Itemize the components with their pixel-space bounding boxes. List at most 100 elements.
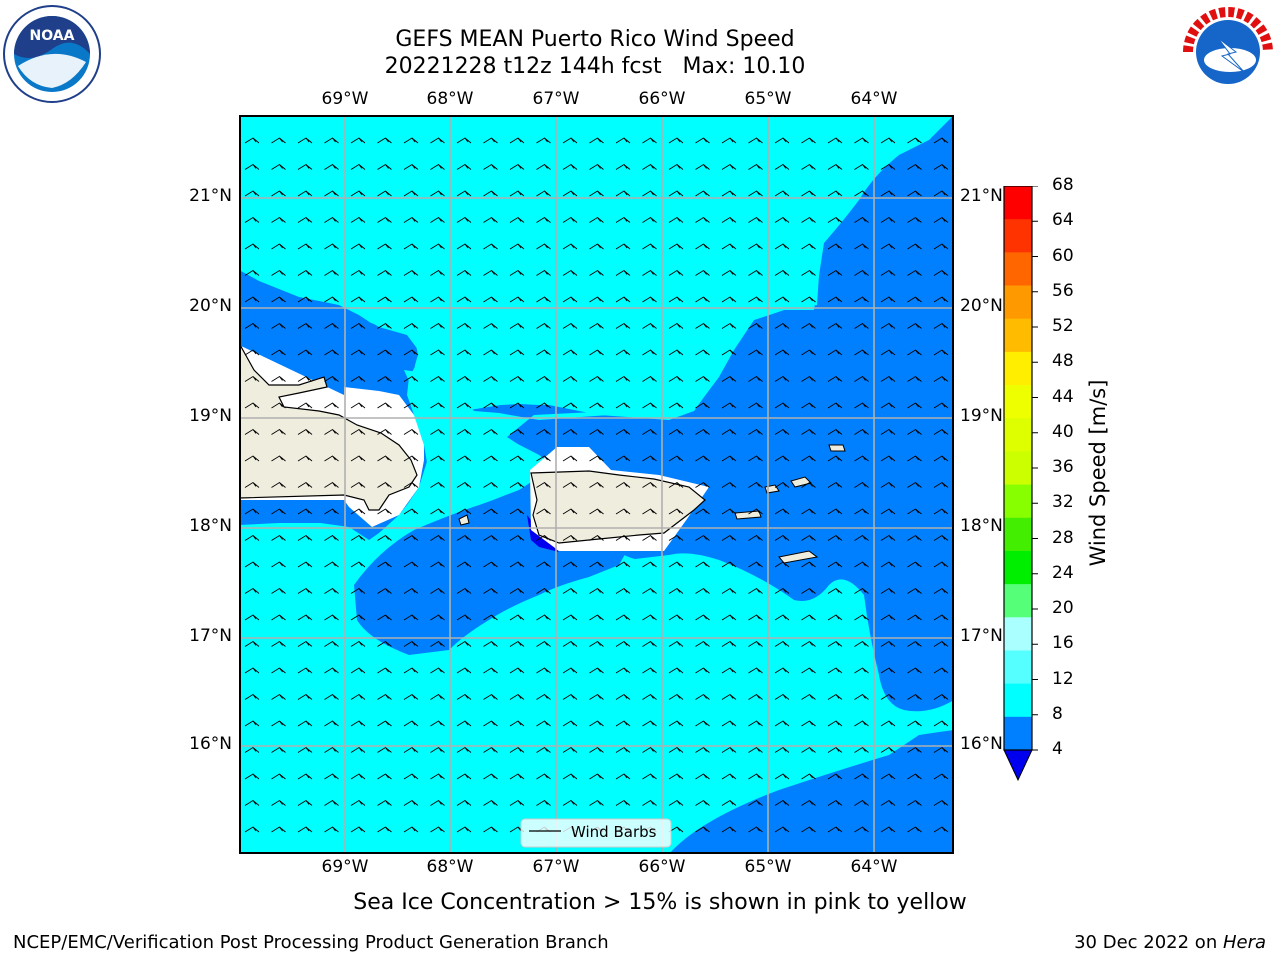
wind-barb — [827, 296, 843, 303]
wind-barb — [933, 402, 949, 409]
wind-barb — [589, 375, 604, 382]
wind-barb — [509, 799, 525, 806]
wind-barb — [695, 349, 710, 356]
wind-barb — [615, 163, 631, 170]
wind-barb — [483, 296, 498, 303]
wind-barb — [509, 693, 525, 700]
wind-barb — [774, 296, 790, 303]
wind-barb — [774, 720, 790, 727]
wind-barb — [536, 269, 551, 276]
wind-barb — [668, 587, 684, 594]
wind-barb — [774, 667, 790, 674]
wind-barb — [642, 428, 657, 435]
wind-barb — [642, 508, 657, 515]
wind-barb — [403, 773, 419, 780]
wind-barb — [854, 508, 869, 515]
wind-barb — [483, 428, 498, 435]
wind-barb — [456, 640, 472, 647]
wind-barb — [748, 746, 763, 753]
wind-barb — [854, 826, 869, 833]
wind-barb — [536, 561, 551, 568]
wind-barb — [827, 216, 843, 223]
wind-barb — [456, 746, 472, 753]
wind-barb — [562, 243, 578, 250]
wind-barb — [456, 455, 472, 462]
wind-barb — [695, 216, 710, 223]
wind-barb — [562, 296, 578, 303]
wind-barb — [615, 216, 631, 223]
wind-barb — [350, 799, 366, 806]
wind-barb — [536, 163, 551, 170]
wind-barb — [721, 561, 737, 568]
wind-barb — [880, 296, 896, 303]
wind-barb — [774, 402, 790, 409]
wind-barb — [271, 693, 286, 700]
wind-barb — [642, 190, 657, 197]
wind-barb — [297, 534, 313, 541]
wind-barb — [509, 746, 525, 753]
wind-barb — [509, 375, 525, 382]
wind-barb — [801, 826, 816, 833]
wind-barb — [774, 826, 790, 833]
wind-barb — [483, 746, 498, 753]
wind-barb — [642, 455, 657, 462]
lon-label-top: 67°W — [532, 89, 580, 109]
wind-barb — [456, 508, 472, 515]
wind-barb — [483, 720, 498, 727]
wind-barb — [271, 349, 286, 356]
wind-barb — [642, 799, 657, 806]
wind-barb — [244, 216, 260, 223]
wind-barb — [668, 826, 684, 833]
wind-barb — [350, 640, 366, 647]
wind-barb — [642, 614, 657, 621]
wind-barb — [695, 508, 710, 515]
wind-barb — [721, 322, 737, 329]
wind-barb — [589, 216, 604, 223]
wind-barb — [589, 190, 604, 197]
wind-barb — [509, 455, 525, 462]
wind-barb — [297, 587, 313, 594]
wind-barb — [403, 720, 419, 727]
wind-barb — [668, 243, 684, 250]
wind-barb — [430, 508, 445, 515]
wind-barb — [297, 216, 313, 223]
wind-barb — [880, 428, 896, 435]
wind-barb — [403, 667, 419, 674]
wind-barb — [933, 243, 949, 250]
wind-barb — [562, 667, 578, 674]
wind-barb — [456, 375, 472, 382]
wind-barb — [748, 163, 763, 170]
wind-barb — [509, 216, 525, 223]
wind-barb — [350, 137, 366, 144]
wind-barb — [721, 216, 737, 223]
wind-barb — [324, 322, 339, 329]
wind-barb — [589, 693, 604, 700]
colorbar-title: Wind Speed [m/s] — [1086, 379, 1110, 567]
wind-barb — [933, 826, 949, 833]
wind-barb — [324, 137, 339, 144]
wind-barb — [721, 826, 737, 833]
wind-barb — [695, 243, 710, 250]
wind-barb — [854, 720, 869, 727]
wind-barb — [748, 322, 763, 329]
colorbar-segment — [1004, 351, 1032, 386]
wind-barb — [774, 216, 790, 223]
wind-barb — [642, 375, 657, 382]
wind-barb — [854, 190, 869, 197]
wind-barb — [324, 243, 339, 250]
wind-barb — [430, 773, 445, 780]
wind-barb — [695, 296, 710, 303]
wind-barb — [933, 349, 949, 356]
wind-barb — [801, 322, 816, 329]
wind-barb — [695, 137, 710, 144]
wind-barb — [271, 773, 286, 780]
wind-barb — [483, 375, 498, 382]
wind-barb — [456, 216, 472, 223]
wind-barb — [880, 269, 896, 276]
wind-barb — [907, 375, 922, 382]
wind-barb — [430, 534, 445, 541]
wind-barb — [403, 826, 419, 833]
wind-barb — [854, 799, 869, 806]
wind-barb — [430, 826, 445, 833]
wind-barb — [562, 190, 578, 197]
